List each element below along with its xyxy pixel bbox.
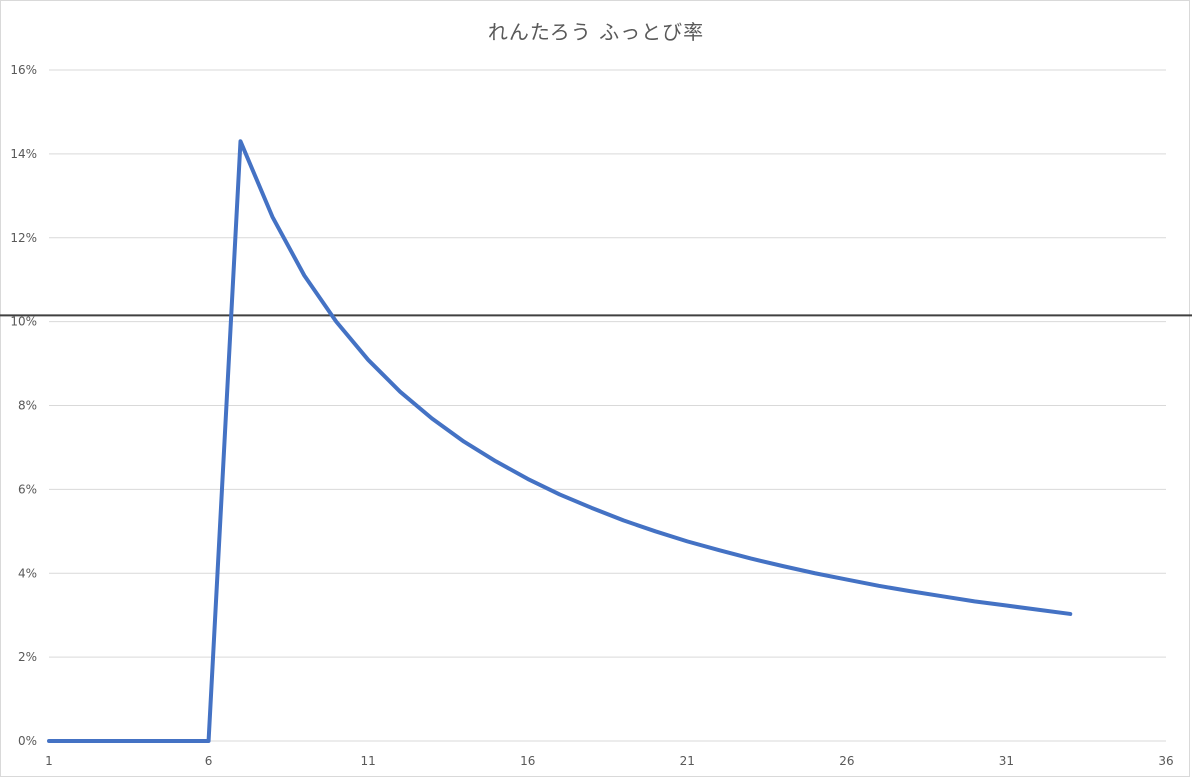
x-tick-label: 36 — [1158, 754, 1173, 768]
gridlines — [49, 69, 1166, 742]
y-tick-label: 4% — [18, 566, 37, 580]
y-tick-label: 2% — [18, 650, 37, 664]
y-tick-label: 12% — [10, 231, 37, 245]
series-layer — [47, 139, 1073, 743]
y-tick-label: 10% — [10, 315, 37, 329]
x-tick-labels: 1 6 11 16 21 26 31 36 — [45, 754, 1173, 768]
y-tick-label: 8% — [18, 399, 37, 413]
y-tick-labels: 0% 2% 4% 6% 8% 10% 12% 14% 16% — [10, 63, 37, 748]
y-tick-label: 16% — [10, 63, 37, 77]
series-line — [47, 139, 1073, 743]
x-tick-label: 16 — [520, 754, 535, 768]
x-tick-label: 21 — [680, 754, 695, 768]
x-tick-label: 1 — [45, 754, 53, 768]
chart-title: れんたろう ふっとび率 — [487, 20, 705, 44]
y-tick-label: 0% — [18, 734, 37, 748]
y-tick-label: 6% — [18, 482, 37, 496]
x-tick-label: 11 — [361, 754, 376, 768]
x-tick-label: 31 — [999, 754, 1014, 768]
x-tick-label: 6 — [205, 754, 213, 768]
x-tick-label: 26 — [839, 754, 854, 768]
y-tick-label: 14% — [10, 147, 37, 161]
